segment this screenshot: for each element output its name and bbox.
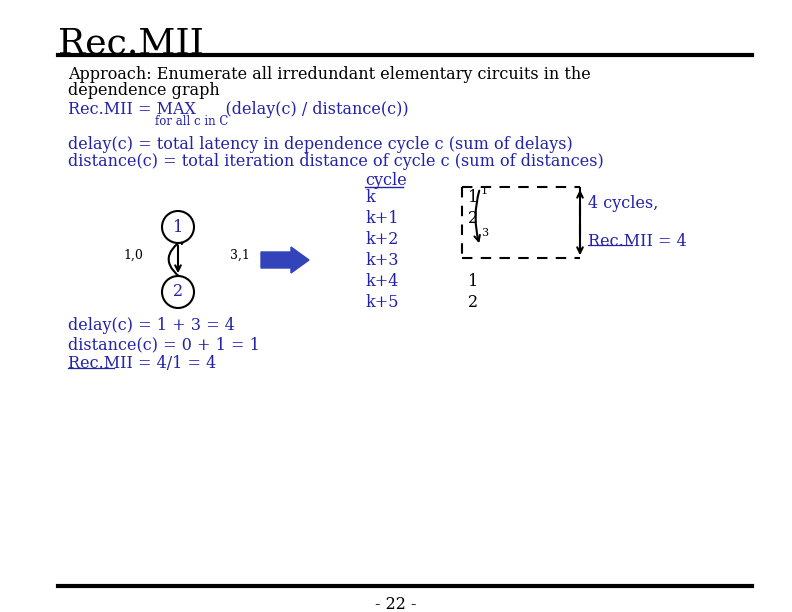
Text: delay(c) = total latency in dependence cycle c (sum of delays): delay(c) = total latency in dependence c… xyxy=(68,136,573,153)
Text: 1: 1 xyxy=(481,186,488,196)
Text: 2: 2 xyxy=(468,210,478,227)
FancyArrow shape xyxy=(261,247,309,273)
Text: dependence graph: dependence graph xyxy=(68,82,219,99)
Text: k+5: k+5 xyxy=(365,294,398,311)
Text: 2: 2 xyxy=(173,283,183,300)
FancyArrowPatch shape xyxy=(169,237,188,283)
Text: 4 cycles,: 4 cycles, xyxy=(588,195,658,212)
Text: k+3: k+3 xyxy=(365,252,398,269)
Circle shape xyxy=(162,276,194,308)
Text: 1: 1 xyxy=(468,273,478,290)
Text: 1,0: 1,0 xyxy=(123,249,143,262)
Text: k: k xyxy=(365,189,375,206)
Text: distance(c) = 0 + 1 = 1: distance(c) = 0 + 1 = 1 xyxy=(68,336,260,353)
Text: 1: 1 xyxy=(468,189,478,206)
Text: - 22 -: - 22 - xyxy=(375,596,417,612)
Text: distance(c) = total iteration distance of cycle c (sum of distances): distance(c) = total iteration distance o… xyxy=(68,153,604,170)
Text: 1: 1 xyxy=(173,218,183,236)
Text: Rec.MII = 4: Rec.MII = 4 xyxy=(588,233,687,250)
Text: k+4: k+4 xyxy=(365,273,398,290)
Text: cycle: cycle xyxy=(365,172,407,189)
Text: 3: 3 xyxy=(481,228,488,238)
Text: (delay(c) / distance(c)): (delay(c) / distance(c)) xyxy=(205,101,409,118)
Text: Rec.MII = MAX: Rec.MII = MAX xyxy=(68,101,196,118)
Text: delay(c) = 1 + 3 = 4: delay(c) = 1 + 3 = 4 xyxy=(68,317,235,334)
Text: Rec.MII = 4/1 = 4: Rec.MII = 4/1 = 4 xyxy=(68,355,216,372)
Text: 3,1: 3,1 xyxy=(230,249,249,262)
Text: k+1: k+1 xyxy=(365,210,398,227)
Text: for all c in C: for all c in C xyxy=(155,115,228,128)
Text: k+2: k+2 xyxy=(365,231,398,248)
Circle shape xyxy=(162,211,194,243)
Text: Approach: Enumerate all irredundant elementary circuits in the: Approach: Enumerate all irredundant elem… xyxy=(68,66,591,83)
Text: Rec.MII: Rec.MII xyxy=(58,27,204,61)
Text: 2: 2 xyxy=(468,294,478,311)
